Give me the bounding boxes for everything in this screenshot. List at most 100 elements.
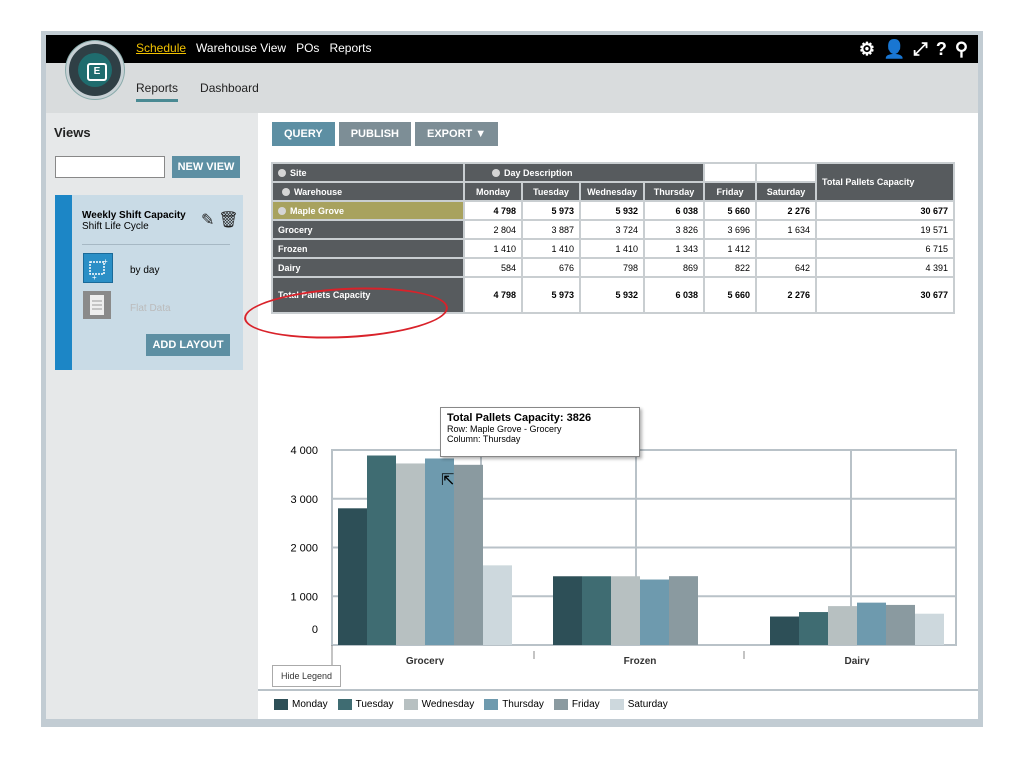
edit-icon[interactable]: ✎ — [201, 212, 215, 229]
table-cell[interactable]: 5 973 — [521, 276, 581, 314]
table-cell-total[interactable]: 6 715 — [815, 238, 955, 259]
table-cell-total[interactable]: 19 571 — [815, 219, 955, 240]
table-cell[interactable]: 5 973 — [521, 200, 581, 221]
day-header[interactable]: Saturday — [755, 181, 817, 202]
table-cell[interactable]: 6 038 — [643, 200, 705, 221]
row-label-total[interactable]: Total Pallets Capacity — [271, 276, 465, 314]
table-cell[interactable]: 822 — [703, 257, 757, 278]
chart-bar[interactable] — [669, 576, 698, 645]
nav-pos[interactable]: POs — [296, 41, 320, 55]
export-button[interactable]: EXPORT ▼ — [415, 122, 499, 146]
collapse-icon[interactable] — [278, 169, 286, 178]
day-header[interactable]: Friday — [703, 181, 757, 202]
chart-bar[interactable] — [886, 604, 915, 645]
table-cell[interactable]: 3 887 — [521, 219, 581, 240]
collapse-icon[interactable] — [492, 169, 500, 178]
table-cell[interactable]: 1 634 — [755, 219, 817, 240]
collapse-icon[interactable] — [278, 207, 286, 216]
nav-reports[interactable]: Reports — [329, 41, 372, 55]
table-cell[interactable]: 1 343 — [643, 238, 705, 259]
help-icon[interactable]: ? — [935, 39, 947, 59]
table-cell-total[interactable]: 30 677 — [815, 276, 955, 314]
table-cell[interactable]: 5 932 — [579, 200, 645, 221]
table-cell[interactable]: 6 038 — [643, 276, 705, 314]
query-button[interactable]: QUERY — [272, 122, 335, 146]
search-icon[interactable]: ⚲ — [954, 39, 968, 59]
chart-bar[interactable] — [582, 576, 611, 645]
row-label-frozen[interactable]: Frozen — [271, 238, 465, 259]
chart-bar[interactable] — [611, 576, 640, 645]
table-cell[interactable]: 584 — [463, 257, 523, 278]
legend-item[interactable]: Tuesday — [337, 699, 394, 710]
table-cell[interactable]: 5 932 — [579, 276, 645, 314]
table-cell[interactable]: 2 276 — [755, 276, 817, 314]
add-layout-button[interactable]: ADD LAYOUT — [146, 334, 230, 356]
table-cell[interactable]: 5 660 — [703, 200, 757, 221]
table-cell[interactable]: 4 798 — [463, 200, 523, 221]
day-header[interactable]: Monday — [463, 181, 523, 202]
subnav-dashboard[interactable]: Dashboard — [200, 81, 259, 95]
chart-bar[interactable] — [396, 463, 425, 645]
chart-bar[interactable] — [857, 602, 886, 645]
total-column-header[interactable]: Total Pallets Capacity — [815, 162, 955, 202]
legend-item[interactable]: Thursday — [484, 699, 544, 710]
table-cell[interactable]: 1 410 — [463, 238, 523, 259]
chart-bar[interactable] — [553, 576, 582, 645]
chart-bar[interactable] — [770, 616, 799, 645]
pivot-layout-icon[interactable]: + + — [83, 253, 113, 283]
legend-item[interactable]: Monday — [274, 699, 328, 710]
row-label-dairy[interactable]: Dairy — [271, 257, 465, 278]
app-logo[interactable]: E — [66, 41, 124, 99]
chart-bar[interactable] — [483, 565, 512, 645]
legend-item[interactable]: Friday — [553, 699, 600, 710]
table-cell[interactable]: 4 798 — [463, 276, 523, 314]
layout-by-day[interactable]: by day — [130, 265, 160, 276]
chart-bar[interactable] — [640, 579, 669, 645]
chart-bar[interactable] — [338, 508, 367, 645]
subnav-reports[interactable]: Reports — [136, 81, 179, 102]
view-card[interactable]: Weekly Shift Capacity Shift Life Cycle ✎… — [55, 195, 243, 370]
table-cell-total[interactable]: 4 391 — [815, 257, 955, 278]
chart-bar[interactable] — [828, 606, 857, 645]
table-cell[interactable]: 676 — [521, 257, 581, 278]
table-cell[interactable]: 1 410 — [521, 238, 581, 259]
table-cell[interactable]: 1 410 — [579, 238, 645, 259]
gear-icon[interactable]: ⚙ — [858, 39, 875, 59]
table-cell[interactable]: 3 696 — [703, 219, 757, 240]
chart-bar[interactable] — [915, 613, 944, 645]
chart-bar[interactable] — [425, 458, 454, 645]
row-label-maple-grove[interactable]: Maple Grove — [271, 200, 465, 221]
table-cell[interactable]: 642 — [755, 257, 817, 278]
nav-schedule[interactable]: Schedule — [136, 41, 187, 55]
chart-bar[interactable] — [454, 464, 483, 645]
chart-bar[interactable] — [367, 455, 396, 645]
chart-bar[interactable] — [799, 612, 828, 645]
legend-item[interactable]: Wednesday — [403, 699, 474, 710]
new-view-button[interactable]: NEW VIEW — [172, 156, 240, 178]
table-cell[interactable]: 3 724 — [579, 219, 645, 240]
table-cell[interactable]: 869 — [643, 257, 705, 278]
table-cell[interactable]: 2 804 — [463, 219, 523, 240]
table-cell[interactable]: 1 412 — [703, 238, 757, 259]
table-cell[interactable]: 3 826 — [643, 219, 705, 240]
row-label-grocery[interactable]: Grocery — [271, 219, 465, 240]
table-cell[interactable]: 2 276 — [755, 200, 817, 221]
expand-icon[interactable]: ⤢ — [913, 39, 928, 59]
day-header[interactable]: Tuesday — [521, 181, 581, 202]
day-header[interactable]: Thursday — [643, 181, 705, 202]
table-cell[interactable] — [755, 238, 817, 259]
user-icon[interactable]: 👤 — [882, 39, 906, 59]
site-header[interactable]: Site — [271, 162, 465, 183]
hide-legend-button[interactable]: Hide Legend — [272, 665, 342, 687]
nav-warehouse-view[interactable]: Warehouse View — [196, 41, 287, 55]
warehouse-header[interactable]: Warehouse — [271, 181, 465, 202]
table-cell-total[interactable]: 30 677 — [815, 200, 955, 221]
table-cell[interactable]: 5 660 — [703, 276, 757, 314]
trash-icon[interactable]: 🗑 — [218, 212, 239, 229]
legend-item[interactable]: Saturday — [609, 699, 668, 710]
view-name-input[interactable] — [55, 156, 165, 178]
collapse-icon[interactable] — [282, 188, 290, 197]
day-description-header[interactable]: Day Description — [463, 162, 705, 183]
publish-button[interactable]: PUBLISH — [338, 122, 411, 146]
table-cell[interactable]: 798 — [579, 257, 645, 278]
